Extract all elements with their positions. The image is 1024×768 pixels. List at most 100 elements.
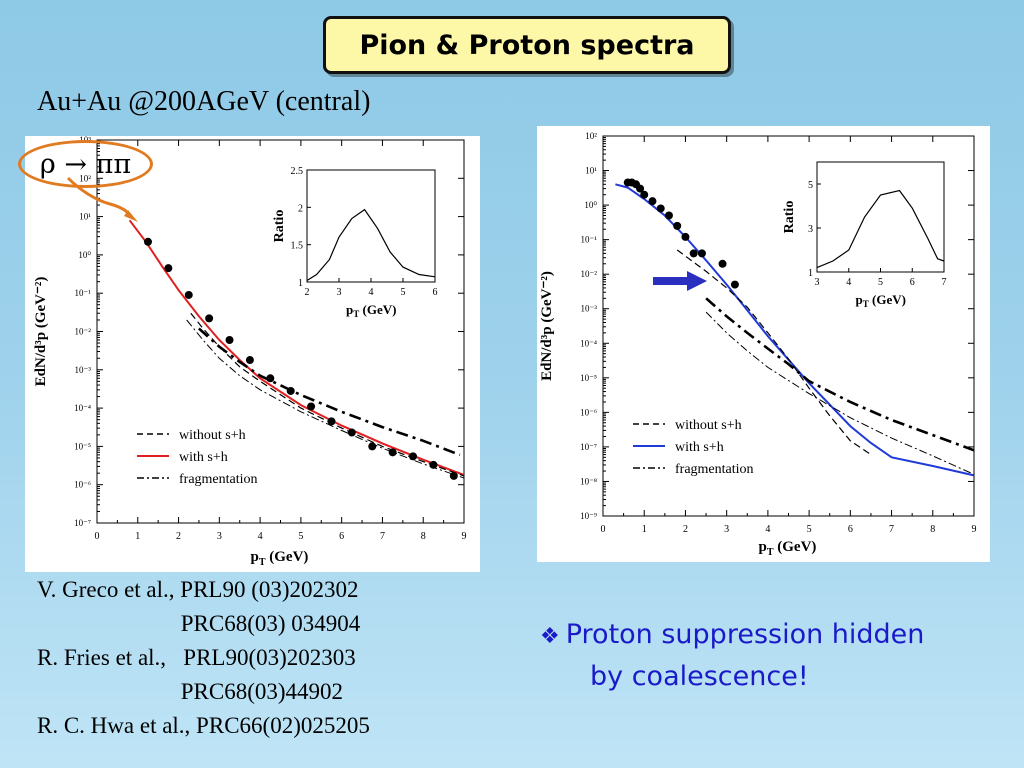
inset-ratio-line [816, 189, 945, 269]
y-tick-label: 10⁻⁶ [580, 407, 597, 417]
x-tick-label: 2 [683, 524, 688, 535]
x-axis-label: pT (GeV) [759, 539, 817, 558]
legend-label: with s+h [675, 440, 724, 455]
reference-line: R. Fries et al., PRL90(03)202303 [37, 645, 356, 670]
data-point [656, 204, 665, 213]
data-point [681, 232, 690, 241]
inset-frame [816, 161, 945, 273]
subtitle: Au+Au @200AGeV (central) [37, 86, 371, 117]
data-point [664, 211, 673, 220]
x-tick-label: 6 [339, 531, 344, 542]
data-point [327, 417, 336, 426]
bullet-line-2: by coalescence! [590, 661, 809, 692]
data-point [307, 402, 316, 411]
inset-x-tick-label: 7 [942, 277, 947, 288]
data-point [245, 356, 254, 365]
y-tick-label: 10⁻⁷ [580, 442, 597, 452]
inset-x-tick-label: 5 [401, 287, 406, 298]
x-tick-label: 2 [176, 531, 181, 542]
series-line-s-h-dashdot [198, 327, 461, 457]
inset-y-tick-label: 5 [808, 180, 813, 191]
x-tick-label: 7 [889, 524, 894, 535]
legend-label: without s+h [675, 418, 742, 433]
data-point [718, 259, 727, 268]
bullet-line-1: Proton suppression hidden [565, 619, 925, 650]
data-point [429, 460, 438, 469]
inset-y-tick-label: 2.5 [291, 166, 304, 177]
blue-arrow-head [687, 271, 707, 291]
references: V. Greco et al., PRL90 (03)202302 PRC68(… [37, 573, 370, 743]
x-tick-label: 4 [765, 524, 770, 535]
y-tick-label: 10⁻³ [75, 365, 92, 375]
inset-x-tick-label: 5 [878, 277, 883, 288]
inset-y-tick-label: 1.5 [291, 241, 304, 252]
pion-spectrum-panel: 0 1 2 3 4 5 6 7 8 9 10⁻⁷ 10⁻⁶ 10⁻⁵ 10⁻⁴ 10⁻³ 10⁻² 10⁻¹ 10… [25, 135, 480, 572]
y-tick-label: 10⁻¹ [581, 235, 598, 245]
x-tick-label: 6 [848, 524, 853, 535]
series-line-s-h-dashdot [705, 297, 975, 452]
x-tick-label: 0 [601, 524, 606, 535]
inset-x-tick-label: 3 [337, 287, 342, 298]
inset-frame [306, 169, 436, 283]
x-tick-label: 4 [258, 531, 263, 542]
inset-x-tick-label: 6 [910, 277, 915, 288]
x-tick-label: 1 [135, 531, 140, 542]
series-line-with-s-h [128, 219, 465, 476]
inset-y-tick-label: 2 [298, 203, 303, 214]
y-tick-label: 10⁻² [581, 269, 598, 279]
data-point [266, 374, 275, 383]
series-line-fragmentation [705, 311, 975, 475]
y-tick-label: 10⁻⁷ [74, 518, 91, 528]
y-tick-label: 10⁻⁴ [74, 403, 91, 413]
y-axis-label: EdN/d³p (GeV⁻²) [33, 277, 49, 387]
y-tick-label: 10¹ [79, 212, 91, 222]
data-point [689, 249, 698, 258]
inset-x-tick-label: 6 [433, 287, 438, 298]
rho-decay-annotation: ρ → ππ [18, 140, 153, 188]
series-line-without-s-h [190, 312, 465, 477]
x-tick-label: 9 [972, 524, 977, 535]
data-point [636, 184, 645, 193]
data-point [164, 264, 173, 273]
x-tick-label: 0 [95, 531, 100, 542]
data-point [388, 448, 397, 457]
y-tick-label: 10⁻¹ [75, 288, 92, 298]
inset-y-label: Ratio [782, 201, 797, 234]
conclusion-bullet: ❖ Proton suppression hidden by coalescenc… [540, 615, 924, 697]
data-point [143, 237, 152, 246]
inset-x-tick-label: 4 [369, 287, 374, 298]
inset-x-label: pT (GeV) [856, 292, 906, 309]
y-tick-label: 10⁻⁵ [74, 441, 91, 451]
y-tick-label: 10⁻² [75, 327, 92, 337]
x-tick-label: 3 [217, 531, 222, 542]
x-tick-label: 7 [380, 531, 385, 542]
y-tick-label: 10⁻⁶ [74, 480, 91, 490]
series-line-without-s-h [676, 249, 872, 456]
legend-label: fragmentation [675, 462, 754, 477]
data-point [184, 290, 193, 299]
data-point [697, 249, 706, 258]
reference-line: R. C. Hwa et al., PRC66(02)025205 [37, 713, 370, 738]
inset-y-tick-label: 3 [808, 224, 813, 235]
y-tick-label: 10⁻⁸ [580, 476, 597, 486]
y-tick-label: 10⁰ [584, 200, 597, 210]
data-point [730, 280, 739, 289]
x-tick-label: 8 [421, 531, 426, 542]
rho-arrow [66, 176, 138, 222]
pion-spectrum-chart: 0 1 2 3 4 5 6 7 8 9 10⁻⁷ 10⁻⁶ 10⁻⁵ 10⁻⁴ 10⁻³ 10⁻² 10⁻¹ 10… [33, 135, 467, 568]
data-point [368, 442, 377, 451]
y-tick-label: 10⁻⁵ [580, 373, 597, 383]
diamond-bullet-icon: ❖ [540, 624, 560, 649]
proton-spectrum-chart: 0 1 2 3 4 5 6 7 8 9 10⁻⁹ 10⁻⁸ 10⁻⁷ 10⁻⁶ 10⁻⁵ 10⁻⁴ 10⁻³ 10… [539, 131, 977, 558]
data-point [648, 197, 657, 206]
x-tick-label: 3 [724, 524, 729, 535]
y-tick-label: 10² [585, 131, 597, 141]
y-tick-label: 10⁰ [78, 250, 91, 260]
x-tick-label: 9 [462, 531, 467, 542]
inset-y-tick-label: 1 [808, 268, 813, 279]
data-point [225, 335, 234, 344]
reference-line: V. Greco et al., PRL90 (03)202302 [37, 577, 359, 602]
legend-label: with s+h [179, 450, 228, 465]
series-line-fragmentation [186, 319, 465, 479]
inset-x-tick-label: 2 [305, 287, 310, 298]
